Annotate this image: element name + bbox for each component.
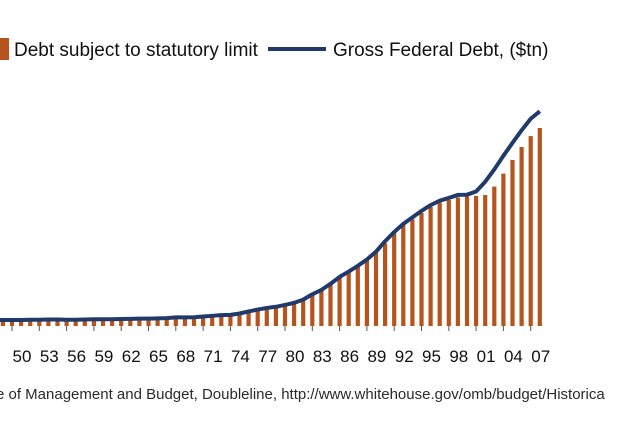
x-tick-label-83: 83 [313,347,332,366]
bar-1982 [301,299,306,326]
bar-1971 [201,316,206,326]
bar-1974 [228,314,233,326]
bar-1981 [292,302,297,326]
x-tick-label-86: 86 [340,347,359,366]
bar-2000 [464,196,470,326]
x-tick-label-89: 89 [367,347,386,366]
bar-1976 [246,311,251,326]
bar-1955 [55,319,60,326]
bar-1958 [82,319,87,326]
source-note: e of Management and Budget, Doubleline, … [0,386,605,403]
bar-1950 [9,319,15,326]
bar-1998 [446,200,451,326]
line-series-gross-debt [0,109,542,322]
bar-1956 [64,319,69,326]
bar-1967 [164,318,169,326]
bar-1973 [219,315,224,326]
bar-1957 [73,319,78,326]
bar-2006 [519,146,524,326]
bar-1979 [273,306,278,326]
bar-2002 [483,194,488,326]
x-tick-label-65: 65 [149,347,168,366]
bar-1987 [346,271,351,326]
bar-1954 [46,319,51,326]
line-gross-federal-debt [0,109,542,322]
bar-1968 [173,317,178,326]
x-tick-label-62: 62 [122,347,141,366]
bar-2003 [492,186,497,326]
bar-1984 [319,289,324,326]
bar-1983 [310,294,315,326]
bar-1985 [328,283,333,326]
x-axis-ticks: 50 53 56 59 62 65 68 71 74 77 80 83 86 89 92 95 98 01 04 07 [11,326,550,366]
bar-2001 [474,195,479,326]
x-tick-label-68: 68 [176,347,195,366]
bar-1977 [255,309,260,326]
bar-1978 [264,308,269,326]
legend-label-gross-debt: Gross Federal Debt, ($tn) [333,40,548,61]
legend: Debt subject to statutory limit Gross Fe… [0,38,548,61]
x-tick-label-04: 04 [504,347,523,366]
bar-1966 [155,318,160,326]
x-tick-label-71: 71 [204,347,223,366]
bar-2005 [510,159,515,326]
bar-1988 [355,266,360,326]
bar-1953 [37,319,42,326]
legend-swatch-debt-limit [0,38,9,60]
bar-1980 [282,304,288,326]
bar-1999 [455,197,460,326]
bar-1959 [91,319,96,326]
bar-1972 [210,316,215,326]
x-tick-label-07: 07 [531,347,550,366]
bar-1969 [182,317,187,326]
bar-1965 [146,318,151,326]
bar-2007 [528,136,533,326]
bar-1951 [19,319,24,326]
bar-series-debt-limit [0,128,542,326]
bar-1992 [392,233,397,326]
x-tick-label-77: 77 [258,347,277,366]
bar-1961 [110,319,115,326]
x-tick-label-95: 95 [422,347,441,366]
legend-label-debt-limit: Debt subject to statutory limit [14,40,259,61]
x-tick-label-74: 74 [231,347,250,366]
bar-1986 [337,277,342,326]
x-tick-label-01: 01 [477,347,496,366]
bar-1960 [100,319,106,326]
bar-1997 [437,202,442,326]
bar-1963 [128,318,133,326]
bar-1990 [373,252,379,326]
x-tick-label-80: 80 [286,347,305,366]
bar-1989 [364,259,369,326]
bar-1975 [237,313,242,326]
bar-1991 [383,243,388,326]
bar-1996 [428,206,433,326]
bar-1995 [419,212,424,326]
bar-1952 [28,319,33,326]
bar-2004 [501,173,506,326]
bar-2008 [537,128,542,326]
x-tick-label-92: 92 [395,347,414,366]
bar-1962 [119,319,124,326]
bar-1993 [401,225,406,326]
x-tick-label-50: 50 [13,347,32,366]
x-tick-label-98: 98 [449,347,468,366]
x-tick-label-53: 53 [40,347,59,366]
bar-1994 [410,219,415,326]
bar-1964 [137,318,142,326]
bar-1970 [191,317,197,326]
x-tick-label-56: 56 [67,347,86,366]
bar-1949 [0,320,5,326]
x-tick-label-59: 59 [94,347,113,366]
